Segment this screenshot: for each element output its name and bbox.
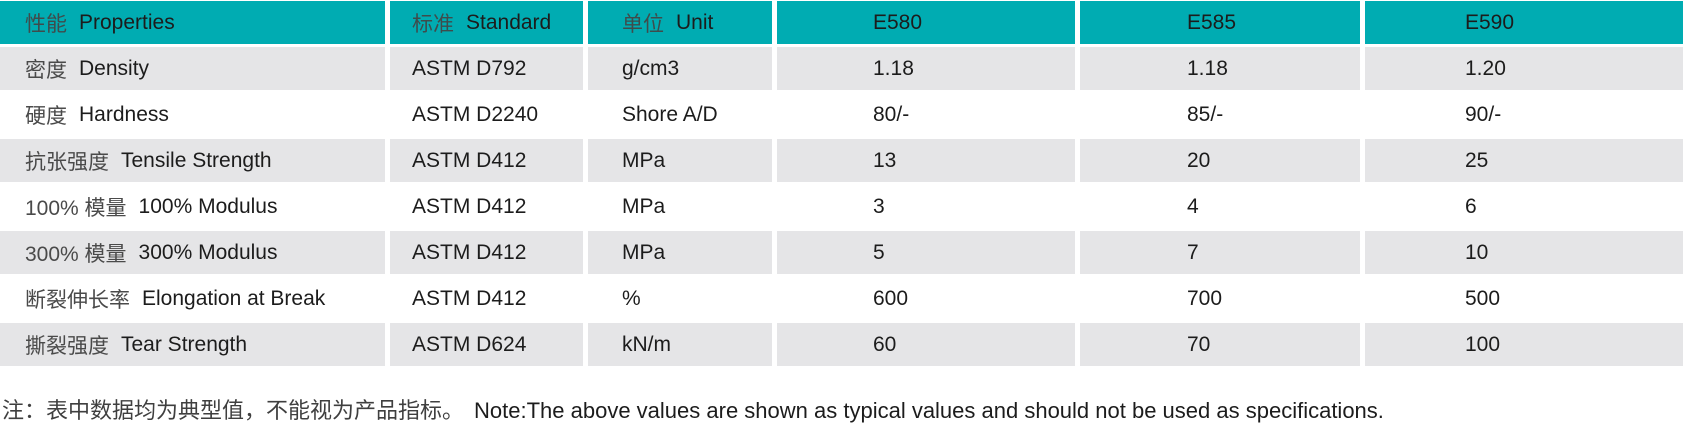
e580-value-cell: 13 (777, 139, 1075, 182)
column-header-standard: 标准 Standard (390, 1, 583, 44)
property-zh: 撕裂强度 (25, 334, 109, 358)
property-cell: 撕裂强度 Tear Strength (0, 323, 385, 366)
standard-cell: ASTM D412 (390, 277, 583, 320)
property-en: 300% Modulus (138, 240, 278, 264)
e580-value-cell: 80/- (777, 93, 1075, 136)
e585-value-cell: 700 (1080, 277, 1360, 320)
property-en: Hardness (79, 102, 169, 126)
e585-value-cell: 1.18 (1080, 47, 1360, 90)
e580-value-cell: 1.18 (777, 47, 1075, 90)
property-en: Density (79, 56, 150, 80)
property-en: Tensile Strength (121, 148, 272, 172)
property-zh: 断裂伸长率 (25, 288, 130, 312)
property-en: 100% Modulus (138, 194, 278, 218)
unit-cell: MPa (588, 139, 772, 182)
unit-cell: MPa (588, 185, 772, 228)
property-cell: 抗张强度 Tensile Strength (0, 139, 385, 182)
standard-cell: ASTM D412 (390, 231, 583, 274)
standard-cell: ASTM D412 (390, 185, 583, 228)
e590-value-cell: 500 (1365, 277, 1683, 320)
property-zh: 100% 模量 (25, 196, 127, 220)
footnote-zh: 注：表中数据均为典型值，不能视为产品指标。 (2, 398, 465, 423)
e580-value-cell: 3 (777, 185, 1075, 228)
column-header-e585-label: E585 (1187, 10, 1237, 34)
e585-value-cell: 85/- (1080, 93, 1360, 136)
column-header-e580: E580 (777, 1, 1075, 44)
e590-value-cell: 90/- (1365, 93, 1683, 136)
standard-cell: ASTM D792 (390, 47, 583, 90)
property-cell: 密度 Density (0, 47, 385, 90)
footnote: 注：表中数据均为典型值，不能视为产品指标。 Note:The above val… (0, 393, 1683, 425)
unit-cell: Shore A/D (588, 93, 772, 136)
standard-cell: ASTM D412 (390, 139, 583, 182)
property-cell: 300% 模量 300% Modulus (0, 231, 385, 274)
property-cell: 断裂伸长率 Elongation at Break (0, 277, 385, 320)
column-header-e590: E590 (1365, 1, 1683, 44)
e585-value-cell: 70 (1080, 323, 1360, 366)
e580-value-cell: 60 (777, 323, 1075, 366)
property-zh: 300% 模量 (25, 242, 127, 266)
e585-value-cell: 4 (1080, 185, 1360, 228)
standard-cell: ASTM D2240 (390, 93, 583, 136)
property-zh: 抗张强度 (25, 150, 109, 174)
column-header-properties-zh: 性能 (25, 12, 67, 36)
property-zh: 密度 (25, 58, 67, 82)
column-header-standard-zh: 标准 (412, 12, 454, 36)
property-en: Elongation at Break (142, 286, 326, 310)
column-header-unit-zh: 单位 (622, 12, 664, 36)
standard-cell: ASTM D624 (390, 323, 583, 366)
property-cell: 100% 模量 100% Modulus (0, 185, 385, 228)
e585-value-cell: 7 (1080, 231, 1360, 274)
property-zh: 硬度 (25, 104, 67, 128)
column-header-unit-en: Unit (676, 10, 714, 34)
e580-value-cell: 5 (777, 231, 1075, 274)
column-header-e590-label: E590 (1465, 10, 1515, 34)
e590-value-cell: 25 (1365, 139, 1683, 182)
property-en: Tear Strength (121, 332, 248, 356)
footnote-en: Note:The above values are shown as typic… (474, 398, 1384, 423)
e590-value-cell: 10 (1365, 231, 1683, 274)
e590-value-cell: 100 (1365, 323, 1683, 366)
column-header-standard-en: Standard (466, 10, 552, 34)
unit-cell: g/cm3 (588, 47, 772, 90)
e590-value-cell: 6 (1365, 185, 1683, 228)
properties-table: 性能 Properties 标准 Standard 单位 Unit E580 E… (0, 1, 1683, 366)
property-cell: 硬度 Hardness (0, 93, 385, 136)
e580-value-cell: 600 (777, 277, 1075, 320)
unit-cell: MPa (588, 231, 772, 274)
e590-value-cell: 1.20 (1365, 47, 1683, 90)
unit-cell: % (588, 277, 772, 320)
e585-value-cell: 20 (1080, 139, 1360, 182)
column-header-e585: E585 (1080, 1, 1360, 44)
column-header-unit: 单位 Unit (588, 1, 772, 44)
column-header-e580-label: E580 (873, 10, 923, 34)
unit-cell: kN/m (588, 323, 772, 366)
column-header-properties: 性能 Properties (0, 1, 385, 44)
column-header-properties-en: Properties (79, 10, 175, 34)
